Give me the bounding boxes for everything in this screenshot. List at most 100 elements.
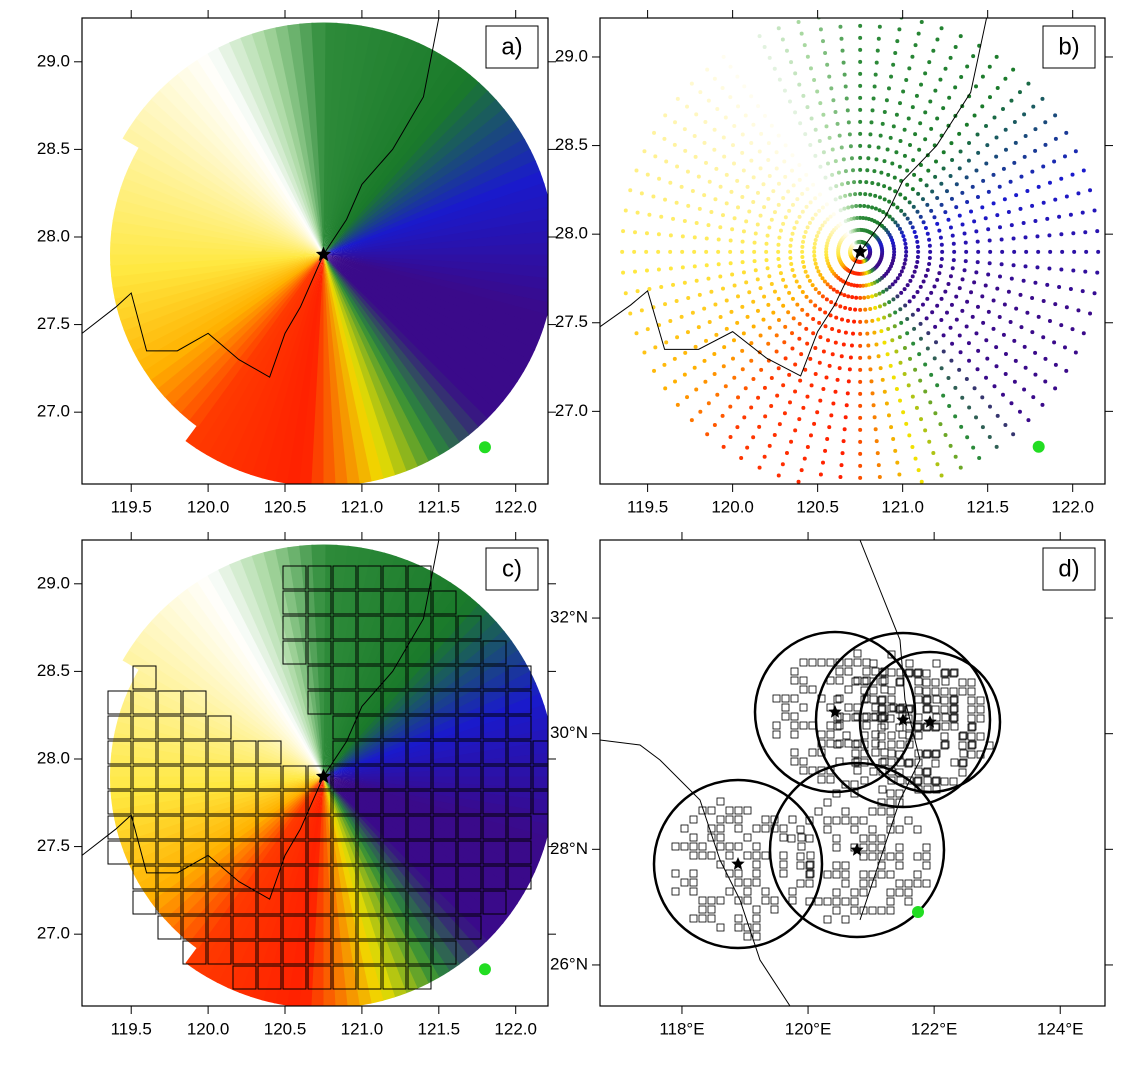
- radar-dot: [928, 99, 933, 104]
- y-tick-label: 29.0: [37, 573, 70, 592]
- radar-field: [323, 149, 537, 255]
- superob-box: [931, 777, 940, 786]
- radar-dot: [950, 233, 955, 238]
- radar-dot: [1001, 166, 1006, 171]
- radar-dot: [948, 443, 953, 448]
- radar-dot: [668, 233, 673, 238]
- radar-dot: [890, 217, 895, 222]
- radar-dot: [783, 324, 788, 329]
- superob-box: [332, 790, 357, 815]
- radar-dot: [957, 286, 962, 291]
- superob-box: [332, 940, 357, 965]
- radar-dot: [1040, 402, 1045, 407]
- radar-dot: [908, 220, 913, 225]
- radar-dot: [663, 302, 668, 307]
- radar-dot: [763, 414, 768, 419]
- radar-dot: [830, 147, 835, 152]
- superob-box: [761, 815, 770, 824]
- radar-field: [323, 776, 479, 959]
- radar-dot: [1023, 264, 1028, 269]
- superob-box: [844, 703, 853, 712]
- radar-dot: [913, 43, 918, 48]
- radar-dot: [905, 283, 910, 288]
- radar-dot: [974, 229, 979, 234]
- radar-dot: [895, 276, 900, 281]
- radar-dot: [858, 83, 863, 88]
- superob-box: [457, 765, 482, 790]
- radar-dot: [1011, 263, 1016, 268]
- radar-dot: [1011, 236, 1016, 241]
- superob-box: [382, 765, 407, 790]
- radar-dot: [935, 221, 940, 226]
- radar-dot: [876, 463, 881, 468]
- superob-box: [182, 890, 207, 915]
- radar-dot: [957, 166, 962, 171]
- superob-box: [932, 659, 941, 668]
- radar-dot: [762, 454, 767, 459]
- radar-dot: [872, 169, 877, 174]
- radar-dot: [870, 180, 875, 185]
- radar-dot: [1092, 208, 1097, 213]
- radar-dot: [939, 296, 944, 301]
- radar-field: [299, 22, 324, 255]
- superob-box: [880, 748, 889, 757]
- radar-dot: [905, 168, 910, 173]
- x-tick-label: 119.5: [111, 1019, 152, 1038]
- radar-dot: [728, 64, 733, 69]
- radar-dot: [918, 336, 923, 341]
- radar-field: [207, 46, 324, 255]
- superob-box: [507, 765, 532, 790]
- radar-range: [768, 761, 946, 939]
- superob-box: [796, 852, 805, 861]
- radar-dot: [628, 311, 633, 316]
- radar-dot: [790, 153, 795, 158]
- radar-dot: [858, 367, 863, 372]
- superob-box: [407, 915, 432, 940]
- radar-dot: [878, 133, 883, 138]
- radar-dot: [1033, 350, 1038, 355]
- radar-dot: [682, 218, 687, 223]
- radar-dot: [713, 302, 718, 307]
- radar-field: [323, 254, 536, 362]
- superob-box: [886, 825, 895, 834]
- radar-dot: [801, 239, 806, 244]
- superob-box: [307, 640, 332, 665]
- superob-box: [790, 694, 799, 703]
- radar-dot: [712, 423, 717, 428]
- superob-box: [905, 704, 914, 713]
- radar-dot: [984, 161, 989, 166]
- superob-box: [799, 757, 808, 766]
- radar-dot: [892, 249, 897, 254]
- radar-dot: [740, 249, 745, 254]
- radar-dot: [913, 456, 918, 461]
- radar-dot: [776, 133, 781, 138]
- superob-box: [157, 815, 182, 840]
- superob-box: [382, 615, 407, 640]
- superob-box: [307, 965, 332, 990]
- superob-box: [940, 741, 949, 750]
- radar-dot: [813, 196, 818, 201]
- radar-dot: [776, 296, 781, 301]
- superob-box: [826, 721, 835, 730]
- radar-dot: [721, 135, 726, 140]
- radar-dot: [886, 326, 891, 331]
- radar-dot: [907, 200, 912, 205]
- radar-dot: [851, 331, 856, 336]
- superob-box: [357, 890, 382, 915]
- radar-dot: [843, 193, 848, 198]
- radar-dot: [823, 448, 828, 453]
- radar-dot: [867, 355, 872, 360]
- radar-dot: [987, 64, 992, 69]
- x-tick-label: 121.5: [418, 497, 461, 516]
- radar-dot: [938, 264, 943, 269]
- superob-box: [457, 865, 482, 890]
- radar-field: [111, 254, 324, 288]
- radar-dot: [813, 303, 818, 308]
- radar-dot: [906, 383, 911, 388]
- radar-dot: [828, 186, 833, 191]
- radar-dot: [765, 233, 770, 238]
- radar-dot: [828, 214, 833, 219]
- radar-dot: [817, 178, 822, 183]
- radar-dot: [925, 268, 930, 273]
- radar-dot: [876, 354, 881, 359]
